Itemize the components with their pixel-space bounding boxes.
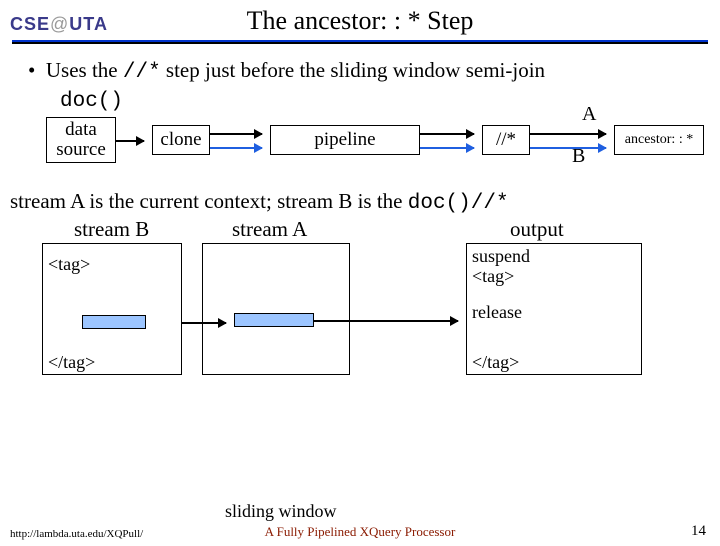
- bullet-prefix: Uses the: [46, 58, 123, 82]
- pipeline-box: pipeline: [270, 125, 420, 155]
- bullet-line: • Uses the //* step just before the slid…: [28, 58, 720, 84]
- tag-close-b: </tag>: [48, 353, 95, 373]
- col-label-a: stream A: [232, 217, 307, 242]
- tag-close-o: </tag>: [472, 353, 519, 373]
- pipeline-arrow-0: [116, 140, 144, 142]
- pipeline-arrow-2: [210, 147, 262, 149]
- description-line: stream A is the current context; stream …: [10, 189, 700, 215]
- column-box-a: [202, 243, 350, 375]
- inner-bar-b: [82, 315, 146, 329]
- inner-bar-a: [234, 313, 314, 327]
- logo-right: UTA: [69, 14, 108, 34]
- column-arrow-0: [182, 322, 226, 324]
- title-underline: [12, 40, 708, 44]
- sliding-window-label: sliding window: [225, 501, 337, 522]
- pipeline-diagram: data source clone pipeline //* ancestor: : *…: [12, 113, 708, 183]
- tag-suspend: suspend <tag>: [472, 247, 530, 287]
- clone-box: clone: [152, 125, 210, 155]
- pipeline-arrow-3: [420, 133, 474, 135]
- pipeline-arrow-4: [420, 147, 474, 149]
- a-label: A: [582, 103, 596, 126]
- pipeline-arrow-6: [530, 147, 606, 149]
- tag-open-b: <tag>: [48, 255, 90, 275]
- col-label-out: output: [510, 217, 564, 242]
- logo-left: CSE: [10, 14, 50, 34]
- logo: CSE@UTA: [10, 14, 108, 35]
- doc-label: doc(): [60, 90, 720, 113]
- footer-title: A Fully Pipelined XQuery Processor: [0, 524, 720, 540]
- pipeline-arrow-1: [210, 133, 262, 135]
- desc-code: doc()//*: [408, 192, 509, 215]
- pipeline-arrow-5: [530, 133, 606, 135]
- tag-release: release: [472, 303, 522, 323]
- bullet-suffix: step just before the sliding window semi…: [161, 58, 545, 82]
- logo-at: @: [50, 14, 69, 34]
- footer-page: 14: [691, 523, 706, 540]
- columns-diagram: stream B stream A output <tag> </tag> suspend…: [12, 217, 708, 387]
- slashstar-box: //*: [482, 125, 530, 155]
- data-source-box: data source: [46, 117, 116, 163]
- col-label-b: stream B: [74, 217, 149, 242]
- bullet-code: //*: [123, 61, 161, 84]
- ancestor-box: ancestor: : *: [614, 125, 704, 155]
- column-arrow-1: [314, 320, 458, 322]
- desc-text: stream A is the current context; stream …: [10, 189, 408, 213]
- page-title: The ancestor: : * Step: [0, 6, 720, 36]
